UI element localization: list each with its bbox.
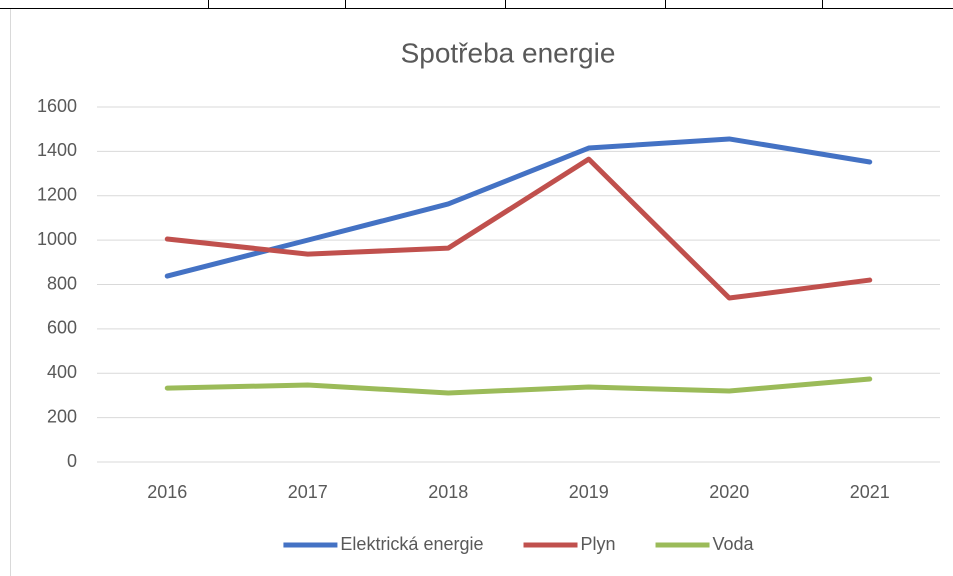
x-tick-label: 2020 — [709, 482, 749, 502]
y-tick-label: 0 — [67, 451, 77, 471]
x-tick-label: 2017 — [288, 482, 328, 502]
legend-label: Plyn — [581, 534, 616, 554]
x-tick-label: 2019 — [569, 482, 609, 502]
table-border — [0, 0, 953, 9]
series-line — [164, 156, 873, 301]
y-tick-label: 200 — [47, 406, 77, 426]
chart-title: Spotřeba energie — [401, 37, 616, 68]
y-tick-label: 1000 — [37, 229, 77, 249]
y-tick-label: 600 — [47, 318, 77, 338]
series-line — [164, 376, 873, 396]
y-tick-label: 1600 — [37, 96, 77, 116]
y-tick-label: 1400 — [37, 140, 77, 160]
x-tick-label: 2016 — [147, 482, 187, 502]
series-line — [164, 136, 873, 279]
x-tick-label: 2018 — [428, 482, 468, 502]
y-tick-label: 1200 — [37, 185, 77, 205]
x-tick-label: 2021 — [850, 482, 890, 502]
y-tick-label: 800 — [47, 273, 77, 293]
legend-label: Voda — [713, 534, 755, 554]
y-tick-label: 400 — [47, 362, 77, 382]
legend-label: Elektrická energie — [340, 534, 483, 554]
